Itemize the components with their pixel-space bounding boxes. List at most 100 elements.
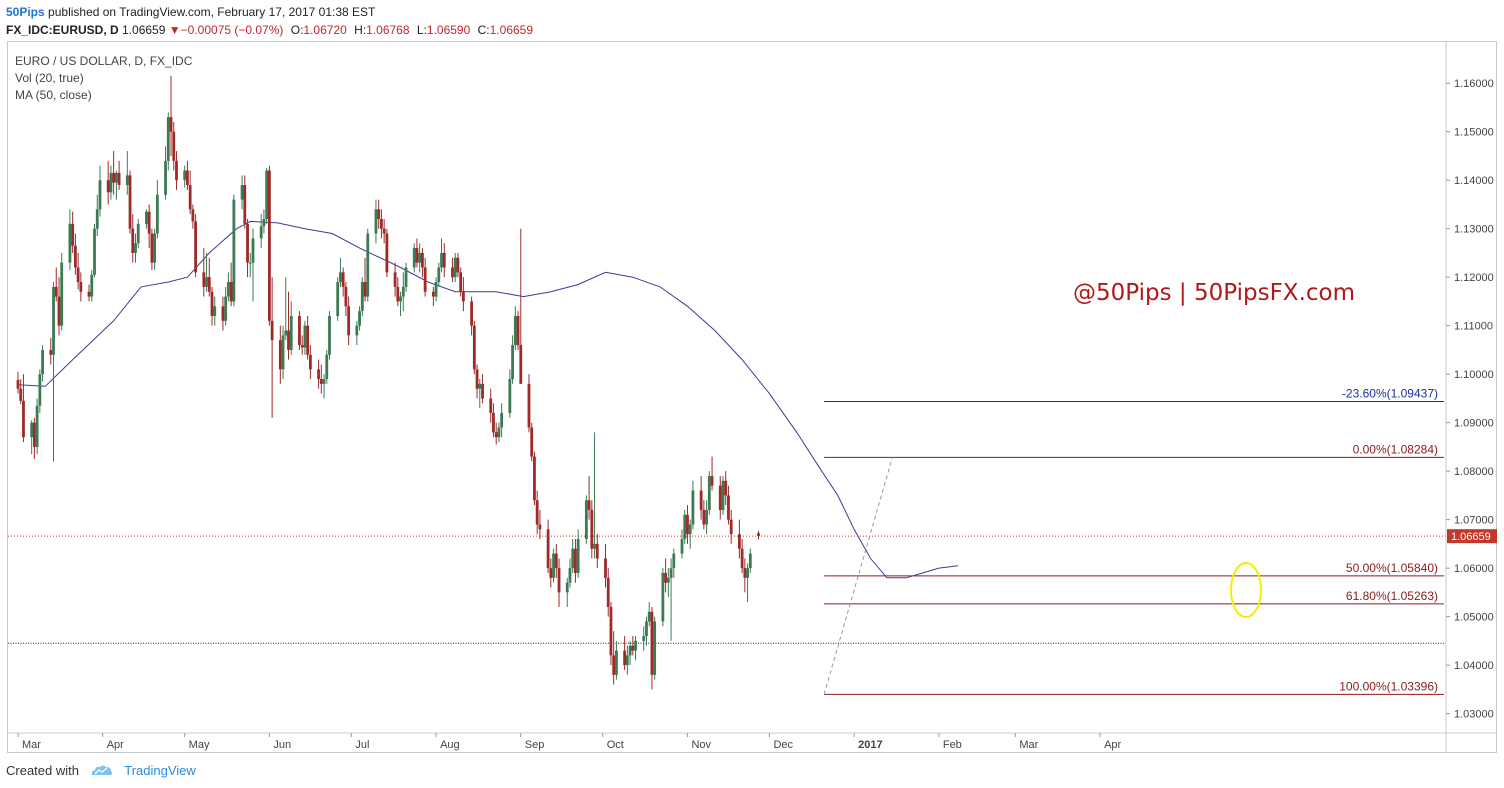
candle-body (746, 568, 749, 578)
candle-body (645, 621, 648, 637)
candle-body (232, 199, 236, 302)
candle-body (221, 306, 225, 321)
candle-body (131, 228, 135, 253)
candle-body (49, 349, 53, 355)
candle-body (546, 529, 550, 569)
candle-body (650, 611, 654, 675)
candle-body (691, 490, 695, 525)
candle-body (672, 553, 676, 569)
candle-body (612, 655, 616, 675)
candle-body (16, 379, 20, 389)
candle-body (32, 422, 36, 447)
candle-body (93, 228, 96, 275)
candle-body (415, 248, 419, 263)
candle-body (35, 405, 39, 447)
x-tick-label: Oct (607, 739, 624, 751)
candle-body (41, 349, 44, 375)
candle-body (461, 291, 465, 302)
candle-body (106, 180, 110, 193)
candle-body (500, 412, 504, 428)
candle-body (87, 291, 91, 297)
candle-body (604, 558, 607, 578)
candle-body (68, 223, 72, 263)
publisher-link[interactable]: 50Pips (6, 5, 45, 19)
candle-body (191, 209, 195, 222)
legend-volume[interactable]: Vol (20, true) (15, 71, 84, 85)
candle-body (680, 539, 684, 554)
candle-body (188, 185, 192, 210)
candle-body (229, 282, 233, 302)
close-value: 1.06659 (489, 23, 534, 37)
candle-body (737, 534, 741, 549)
candle-body (702, 509, 706, 525)
candle-body (497, 427, 501, 438)
footer: Created with TradingView (6, 763, 196, 778)
candle-body (385, 233, 389, 273)
x-tick-label: May (189, 739, 210, 751)
candle-body (489, 398, 493, 413)
candle-body (240, 185, 244, 200)
y-tick-label: 1.05000 (1454, 612, 1494, 624)
candle-body (60, 262, 64, 326)
candle-body (251, 238, 255, 263)
down-arrow-icon: ▼ (168, 23, 181, 37)
candle-body (647, 611, 651, 622)
candle-body (393, 272, 397, 287)
candle-body (519, 345, 523, 384)
candle-body (421, 252, 424, 268)
candle-body (38, 374, 42, 406)
candle-body (533, 456, 536, 501)
candle-body (298, 315, 301, 346)
candle-body (136, 223, 140, 244)
candle-body (538, 524, 542, 530)
candle-body (194, 221, 198, 273)
candle-body (653, 621, 657, 675)
candle-body (114, 172, 118, 183)
candle-body (568, 568, 572, 583)
candle-body (628, 645, 632, 656)
candle-body (634, 640, 637, 651)
x-tick-label: Sep (525, 739, 545, 751)
symbol-label: FX_IDC:EURUSD, D (6, 23, 119, 37)
candle-body (549, 568, 553, 578)
candle-body (246, 223, 249, 263)
y-tick-label: 1.13000 (1454, 224, 1494, 236)
candle-body (155, 194, 159, 234)
candle-body (306, 325, 310, 355)
high-label: H: (354, 23, 367, 37)
candle-body (300, 345, 304, 348)
high-value: 1.06768 (366, 23, 410, 37)
candle-body (418, 252, 422, 263)
candle-body (317, 369, 320, 380)
tradingview-link[interactable]: TradingView (124, 763, 196, 778)
candle-body (54, 286, 58, 297)
candle-body (530, 427, 534, 457)
y-tick-label: 1.08000 (1454, 466, 1494, 478)
candle-body (30, 422, 34, 438)
candle-body (347, 306, 351, 336)
candle-body (281, 335, 285, 370)
candle-body (565, 582, 569, 593)
candle-body (303, 325, 307, 348)
candle-body (341, 272, 345, 287)
candle-body (52, 286, 55, 355)
x-tick-label: Jul (355, 739, 369, 751)
candle-body (325, 354, 329, 380)
candle-body (724, 480, 728, 496)
candle-body (478, 383, 482, 389)
candle-body (98, 180, 102, 210)
candle-body (571, 548, 575, 569)
candle-body (248, 262, 252, 264)
candle-body (71, 223, 75, 246)
candle-body (631, 645, 635, 651)
ma50-line (17, 220, 959, 579)
candle-body (699, 490, 703, 510)
candle-body (205, 277, 208, 287)
candle-body (339, 272, 342, 283)
candle-body (669, 568, 673, 578)
candle-body (748, 553, 752, 569)
symbol-line: FX_IDC:EURUSD, D 1.06659 ▼−0.00075 (−0.0… (6, 23, 533, 37)
legend-moving-average[interactable]: MA (50, close) (15, 88, 92, 102)
candle-body (336, 282, 340, 316)
